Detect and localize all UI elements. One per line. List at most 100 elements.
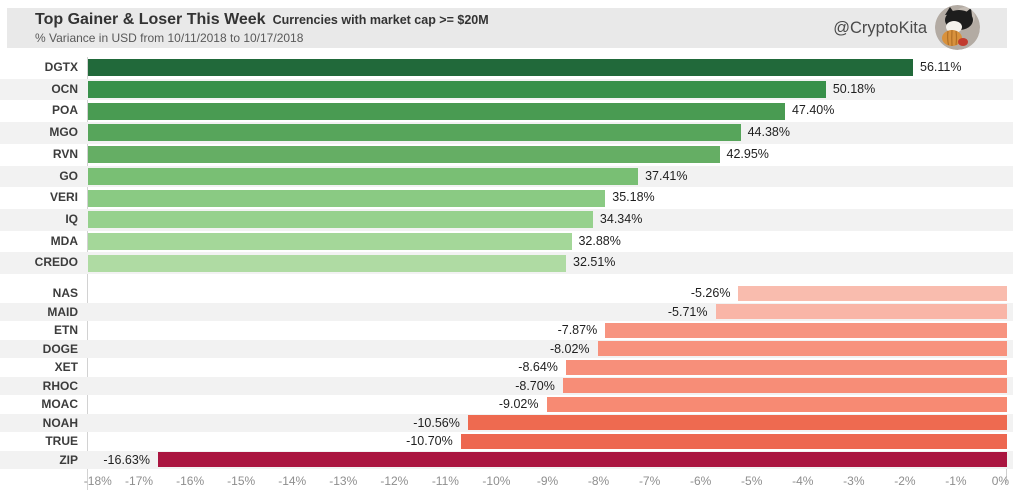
value-label: 34.34%	[599, 211, 643, 226]
loser-bar[interactable]	[597, 341, 1007, 357]
value-label: 35.18%	[612, 190, 655, 205]
losers-chart: NAS -5.26% MAID -5.71% ETN -7.87% DOGE -8.02% XE…	[0, 284, 1013, 469]
loser-row: XET -8.64%	[0, 358, 1013, 377]
value-label: 56.11%	[920, 60, 962, 74]
category-label: RVN	[52, 146, 78, 161]
x-axis-tick-label: -14%	[278, 474, 307, 488]
loser-bar[interactable]	[565, 359, 1007, 375]
category-label: MGO	[49, 125, 78, 140]
x-axis-tick-label: -8%	[587, 474, 610, 488]
loser-row: MAID -5.71%	[0, 302, 1013, 321]
x-axis-tick-label: -18%	[83, 474, 112, 488]
x-axis-tick-label: -5%	[741, 474, 763, 488]
gainer-bar[interactable]	[88, 232, 572, 250]
x-axis-tick-label: -3%	[843, 474, 865, 488]
gainer-row: POA 47.40%	[0, 100, 1013, 122]
value-label: 37.41%	[645, 168, 688, 183]
x-axis-tick-label: -4%	[792, 474, 814, 488]
x-axis-tick-label: -13%	[329, 474, 358, 488]
category-label: OCN	[51, 81, 78, 96]
loser-bar[interactable]	[738, 285, 1007, 301]
gainer-bar[interactable]	[88, 167, 639, 185]
x-axis-tick-label: -7%	[638, 474, 661, 488]
category-label: RHOC	[42, 378, 78, 393]
gainers-chart: DGTX 56.11% OCN 50.18% POA 47.40% MGO 44.38% RVN…	[0, 57, 1013, 274]
gainer-bar[interactable]	[88, 189, 606, 207]
x-axis-tick-label: -10%	[482, 474, 511, 488]
category-label: NOAH	[42, 415, 78, 430]
category-label: DGTX	[44, 60, 78, 74]
category-label: IQ	[65, 211, 78, 226]
x-axis-tick-label: -9%	[536, 474, 559, 488]
category-label: CREDO	[34, 255, 78, 270]
category-label: ETN	[54, 323, 78, 337]
x-axis-tick-label: -16%	[176, 474, 205, 488]
x-axis: -18% -17% -16% -15% -14% -13% -12% -11% -10% -9% -…	[0, 471, 1013, 495]
gainer-bar[interactable]	[88, 254, 566, 272]
value-label: -10.70%	[406, 434, 453, 448]
loser-row: TRUE -10.70%	[0, 432, 1013, 451]
loser-bar[interactable]	[467, 415, 1007, 431]
loser-bar[interactable]	[715, 304, 1007, 320]
category-label: DOGE	[42, 341, 78, 356]
x-axis-tick-label: -17%	[125, 474, 154, 488]
gainer-row: MDA 32.88%	[0, 231, 1013, 253]
loser-bar[interactable]	[157, 452, 1007, 468]
value-label: 32.51%	[573, 255, 616, 270]
gainer-row: OCN 50.18%	[0, 78, 1013, 101]
gainer-row: GO 37.41%	[0, 165, 1013, 188]
value-label: -8.02%	[549, 341, 590, 356]
title-line: Top Gainer & Loser This Week Currencies w…	[35, 11, 489, 29]
value-label: 44.38%	[747, 125, 790, 140]
category-label: ZIP	[59, 452, 78, 467]
value-label: -7.87%	[557, 323, 598, 337]
x-axis-tick-label: -12%	[380, 474, 409, 488]
gainer-bar[interactable]	[88, 81, 826, 99]
category-label: GO	[59, 168, 78, 183]
x-axis-tick-label: -11%	[431, 474, 459, 488]
value-label: 50.18%	[832, 81, 876, 96]
header-panel: Top Gainer & Loser This Week Currencies w…	[7, 5, 1007, 50]
twitter-handle: @CryptoKita	[833, 19, 927, 37]
gainer-row: IQ 34.34%	[0, 208, 1013, 231]
gainer-bar[interactable]	[88, 146, 720, 164]
value-label: -5.26%	[690, 286, 731, 300]
x-axis-tick-label: -6%	[689, 474, 712, 488]
value-label: -8.70%	[515, 378, 555, 393]
x-axis-tick-label: -15%	[227, 474, 256, 488]
value-label: -16.63%	[103, 452, 150, 467]
avatar	[935, 5, 980, 50]
loser-row: DOGE -8.02%	[0, 339, 1013, 358]
value-label: 47.40%	[791, 103, 835, 118]
category-label: MOAC	[41, 397, 78, 411]
loser-bar[interactable]	[460, 433, 1007, 449]
loser-row: RHOC -8.70%	[0, 376, 1013, 395]
value-label: 32.88%	[578, 233, 621, 248]
gainer-row: DGTX 56.11%	[0, 57, 1013, 79]
x-axis-tick-label: 0%	[991, 474, 1010, 488]
header-text-block: Top Gainer & Loser This Week Currencies w…	[35, 11, 489, 45]
category-label: MDA	[50, 233, 78, 248]
gainer-row: CREDO 32.51%	[0, 252, 1013, 274]
category-label: MAID	[47, 304, 78, 319]
gainer-row: VERI 35.18%	[0, 187, 1013, 209]
loser-bar[interactable]	[605, 322, 1007, 338]
value-label: -5.71%	[667, 304, 708, 319]
loser-row: ETN -7.87%	[0, 321, 1013, 340]
category-label: NAS	[52, 286, 78, 300]
x-axis-tick-label: -2%	[894, 474, 916, 488]
value-label: -8.64%	[518, 360, 558, 374]
loser-row: MOAC -9.02%	[0, 395, 1013, 414]
gainer-bar[interactable]	[88, 102, 785, 120]
category-label: TRUE	[45, 434, 78, 448]
chart-title-qualifier: Currencies with market cap >= $20M	[272, 13, 489, 27]
gainer-bar[interactable]	[88, 211, 593, 229]
loser-bar[interactable]	[546, 396, 1007, 412]
loser-bar[interactable]	[562, 378, 1007, 394]
category-label: VERI	[49, 190, 78, 205]
value-label: -10.56%	[413, 415, 460, 430]
gainer-bar[interactable]	[88, 124, 741, 142]
gainer-row: RVN 42.95%	[0, 144, 1013, 166]
gainer-bar[interactable]	[88, 59, 913, 77]
